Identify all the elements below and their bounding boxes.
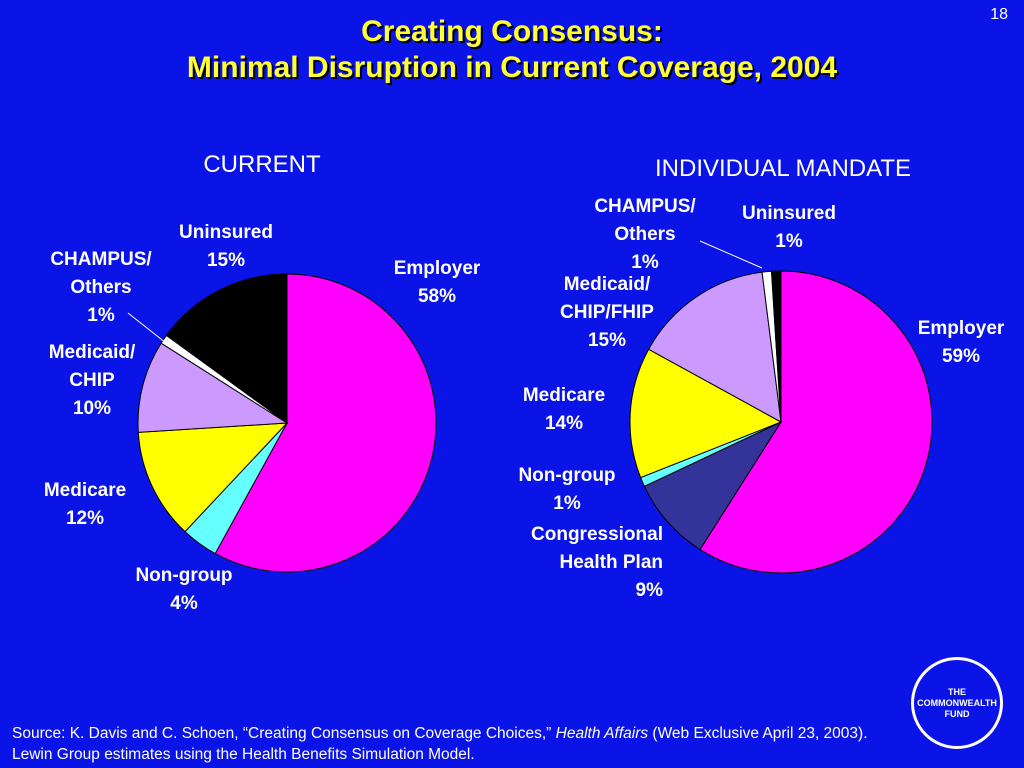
pie-slice <box>770 270 782 423</box>
slice-label-line: Non-group <box>135 565 232 586</box>
slice-label-line: 9% <box>636 580 664 601</box>
slice-label-line: Uninsured <box>179 222 273 243</box>
pie-slice <box>699 270 933 574</box>
slice-label-line: Medicaid/ <box>49 342 136 363</box>
pie-slice <box>165 273 288 424</box>
slice-label: CHAMPUS/Others 1% <box>50 249 152 326</box>
slice-label-line: Employer <box>394 258 481 279</box>
pie-slice <box>629 348 783 479</box>
slice-label: Uninsured 1% <box>742 203 836 252</box>
slice-label-line: 4% <box>170 593 198 614</box>
slice-label-line: Employer <box>918 318 1005 339</box>
slice-label: Medicare 12% <box>44 480 126 529</box>
slice-label: Uninsured 15% <box>179 222 273 271</box>
slice-label-line: 1% <box>553 493 581 514</box>
title-line-2: Minimal Disruption in Current Coverage, … <box>186 51 838 84</box>
slide-title: Creating Consensus: Minimal Disruption i… <box>0 14 1024 86</box>
slice-label-line: 1% <box>87 305 115 326</box>
pie-slice <box>137 422 289 533</box>
slice-label-line: 15% <box>207 250 245 271</box>
pie-slice <box>137 342 289 433</box>
slice-label-line: 12% <box>66 508 104 529</box>
slice-label-line: CHIP <box>69 370 115 391</box>
slice-label-line: Congressional <box>531 524 663 545</box>
slice-label-line: Medicaid/ <box>564 274 651 295</box>
slice-label-line: 59% <box>942 346 980 367</box>
pie-title: INDIVIDUAL MANDATE <box>655 155 911 182</box>
pie-slice <box>643 420 783 551</box>
slice-label-line: Uninsured <box>742 203 836 224</box>
leader-line <box>127 312 167 344</box>
slice-label: CHAMPUS/Others 1% <box>594 196 696 273</box>
slice-label: Congressional Health Plan 9% <box>531 524 663 601</box>
title-line-1: Creating Consensus: <box>361 15 663 48</box>
slice-label: Non-group 4% <box>135 565 232 614</box>
slice-label-line: CHAMPUS/ <box>594 196 696 217</box>
slice-label: Employer 58% <box>394 258 481 307</box>
source-prefix: Source: K. Davis and C. Schoen, “Creatin… <box>12 725 556 742</box>
logo-line-2: COMMONWEALTH <box>917 697 997 708</box>
pie-charts: Employer 58% Non-group 4% Medicare 12% Medicai… <box>44 151 1005 614</box>
slice-label-line: 10% <box>73 398 111 419</box>
source-suffix: (Web Exclusive April 23, 2003). Lewin Gr… <box>12 725 868 763</box>
pie-slice <box>214 273 437 573</box>
slice-label-line: Health Plan <box>560 552 663 573</box>
slice-label-line: Medicare <box>44 480 126 501</box>
slice-label-line: 14% <box>545 413 583 434</box>
pie-title: CURRENT <box>203 151 321 178</box>
logo-line-1: THE <box>948 686 966 697</box>
page-number: 18 <box>990 6 1008 23</box>
slice-label-line: CHIP/FHIP <box>560 302 654 323</box>
slice-label: Medicare 14% <box>523 385 605 434</box>
logo-line-3: FUND <box>944 708 970 719</box>
commonwealth-fund-logo: THE COMMONWEALTH FUND <box>911 657 1003 749</box>
slice-label: Employer 59% <box>918 318 1005 367</box>
slice-label-line: Medicare <box>523 385 605 406</box>
slice-label: Non-group 1% <box>518 465 615 514</box>
slice-label-line: 15% <box>588 330 626 351</box>
slice-label-line: Non-group <box>518 465 615 486</box>
slice-label: Medicaid/CHIP/FHIP 15% <box>560 274 654 351</box>
slice-label-line: Others <box>70 277 131 298</box>
pie-slice <box>648 271 782 423</box>
slice-label: Medicaid/CHIP 10% <box>49 342 136 419</box>
slice-label-line: 1% <box>631 252 659 273</box>
leader-line <box>699 240 763 269</box>
source-journal: Health Affairs <box>555 725 649 742</box>
source-note: Source: K. Davis and C. Schoen, “Creatin… <box>12 723 892 765</box>
slice-label-line: 1% <box>775 231 803 252</box>
slice-label-line: Others <box>614 224 675 245</box>
slice-label-line: 58% <box>418 286 456 307</box>
slice-label-line: CHAMPUS/ <box>50 249 152 270</box>
